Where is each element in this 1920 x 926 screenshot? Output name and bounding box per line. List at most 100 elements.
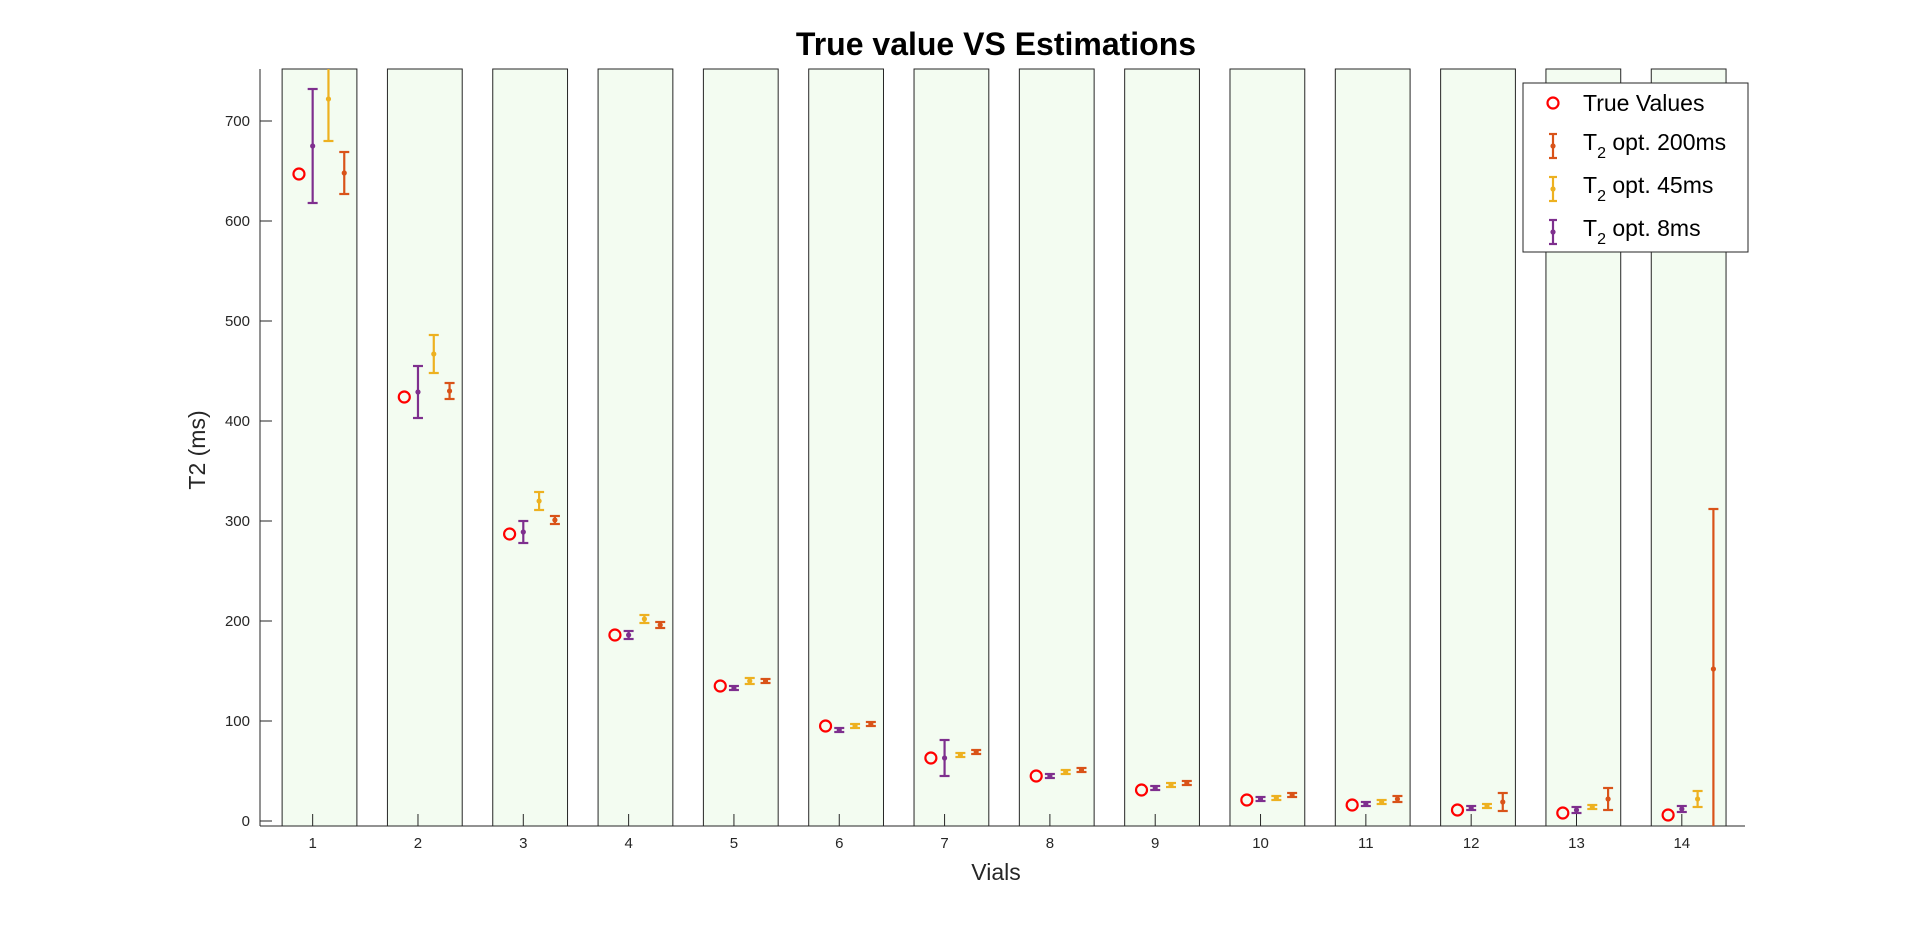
y-axis-label: T2 (ms) (184, 410, 210, 489)
axes: 1 2 3 4 5 6 7 8 9 10 11 12 13 14010020030040050060070… (225, 69, 1745, 852)
true-value-point-6 (818, 719, 833, 733)
errorbar-point (1500, 799, 1506, 805)
chart-title: True value VS Estimations (796, 26, 1196, 62)
x-tick-label-14: 14 (1673, 835, 1690, 852)
errorbar-point (1257, 796, 1264, 802)
legend-box (1522, 82, 1749, 253)
y-tick-label-300: 300 (225, 513, 250, 530)
errorbar-t2-opt-200ms-vial-14 (1708, 507, 1719, 826)
errorbar-point (1152, 785, 1158, 791)
errorbar-t2-opt-8ms-vial-12 (1466, 804, 1477, 812)
errorbar-t2-opt-45ms-vial-4 (639, 613, 650, 625)
errorbar-point (1605, 796, 1611, 802)
errorbar-point (1394, 796, 1401, 802)
true-value-point-2 (397, 390, 411, 404)
legend-label: T2 opt. 45ms (1583, 172, 1713, 205)
legend-label: T2 opt. 200ms (1583, 129, 1726, 162)
errorbar-t2-opt-45ms-vial-12 (1481, 802, 1492, 810)
errorbar-point (1379, 799, 1385, 805)
x-tick-label-13: 13 (1568, 835, 1585, 852)
errorbar-point (310, 143, 316, 149)
errorbar-t2-opt-200ms-vial-10 (1287, 791, 1298, 799)
errorbar-point (520, 529, 526, 535)
errorbar-point (1679, 806, 1685, 812)
true-value-point-10 (1240, 793, 1254, 807)
errorbar-t2-opt-200ms-vial-8 (1076, 766, 1087, 774)
y-tick-label-600: 600 (225, 213, 250, 230)
x-axis-label: Vials (971, 859, 1020, 885)
errorbar-point (1573, 807, 1580, 813)
errorbar-point (973, 749, 979, 755)
vial-band-6 (808, 68, 884, 827)
errorbar-point (731, 685, 737, 691)
errorbar-t2-opt-45ms-vial-1 (323, 69, 334, 143)
legend-entry-t2-opt-45ms: T2 opt. 45ms (1549, 172, 1713, 205)
true-value-point-13 (1556, 806, 1570, 820)
errorbar-point (626, 632, 632, 638)
errorbar-t2-opt-200ms-vial-9 (1181, 779, 1192, 787)
x-tick-label-9: 9 (1151, 835, 1159, 852)
vial-band-2 (386, 68, 463, 827)
x-tick-label-3: 3 (519, 835, 527, 852)
errorbar-t2-opt-200ms-vial-11 (1392, 794, 1403, 804)
x-tick-label-12: 12 (1463, 835, 1480, 852)
y-tick-label-100: 100 (225, 713, 250, 730)
x-tick-label-8: 8 (1046, 835, 1054, 852)
errorbar-t2-opt-8ms-vial-4 (623, 629, 634, 641)
errorbar-t2-opt-8ms-vial-7 (939, 738, 950, 778)
vial-band-1 (281, 68, 358, 827)
errorbar-point (852, 723, 858, 729)
true-value-point-9 (1134, 783, 1149, 797)
x-tick-label-1: 1 (308, 835, 316, 852)
errorbar-point (957, 752, 963, 758)
errorbar-t2-opt-8ms-vial-10 (1255, 795, 1266, 803)
y-tick-label-0: 0 (242, 813, 250, 830)
vial-band-3 (492, 68, 569, 827)
vial-band-11 (1334, 68, 1411, 827)
vial-band-7 (913, 68, 990, 827)
errorbar-t2-opt-200ms-vial-6 (865, 720, 876, 728)
true-value-point-12 (1450, 803, 1465, 817)
x-tick-label-5: 5 (730, 835, 738, 852)
errorbar-t2-opt-200ms-vial-12 (1497, 791, 1508, 813)
errorbar-t2-opt-45ms-vial-6 (850, 722, 861, 730)
errorbar-point (1184, 780, 1190, 786)
x-tick-label-6: 6 (835, 835, 843, 852)
errorbar-point (431, 351, 437, 357)
errorbar-point (836, 727, 842, 733)
background-bands (281, 68, 1727, 827)
errorbar-point (747, 678, 753, 684)
errorbar-t2-opt-8ms-vial-6 (834, 726, 845, 734)
errorbar-t2-opt-8ms-vial-5 (728, 684, 739, 692)
errorbar-t2-opt-45ms-vial-7 (955, 751, 966, 759)
errorbar-t2-opt-8ms-vial-13 (1571, 805, 1582, 815)
errorbar-t2-opt-45ms-vial-2 (428, 333, 439, 375)
errorbar-t2-opt-200ms-vial-5 (760, 677, 771, 685)
legend-errorbar-point (1550, 143, 1556, 149)
errorbar-point (1289, 792, 1295, 798)
errorbar-t2-opt-200ms-vial-13 (1603, 786, 1614, 812)
legend-errorbar-point (1550, 229, 1556, 235)
y-tick-label-400: 400 (225, 413, 250, 430)
errorbar-t2-opt-45ms-vial-5 (744, 676, 755, 686)
legend-true-values-marker (1546, 96, 1560, 110)
vial-band-12 (1440, 68, 1516, 827)
errorbar-t2-opt-45ms-vial-14 (1692, 789, 1703, 809)
errorbar-t2-opt-45ms-vial-3 (534, 490, 545, 512)
errorbar-point (1363, 801, 1369, 807)
y-tick-label-200: 200 (225, 613, 250, 630)
errorbar-point (1063, 769, 1069, 775)
true-value-point-1 (292, 167, 306, 181)
data-marks (292, 69, 1719, 826)
errorbar-t2-opt-200ms-vial-1 (339, 150, 350, 196)
errorbar-t2-opt-8ms-vial-1 (307, 87, 318, 205)
errorbar-point (325, 96, 332, 102)
legend-true-values-label: True Values (1583, 90, 1704, 116)
true-value-point-5 (713, 679, 727, 693)
errorbar-t2-opt-45ms-vial-11 (1376, 798, 1387, 806)
errorbar-t2-opt-8ms-vial-3 (518, 519, 529, 545)
errorbar-point (415, 389, 421, 395)
errorbar-t2-opt-200ms-vial-4 (655, 620, 666, 630)
true-value-point-3 (503, 527, 517, 541)
